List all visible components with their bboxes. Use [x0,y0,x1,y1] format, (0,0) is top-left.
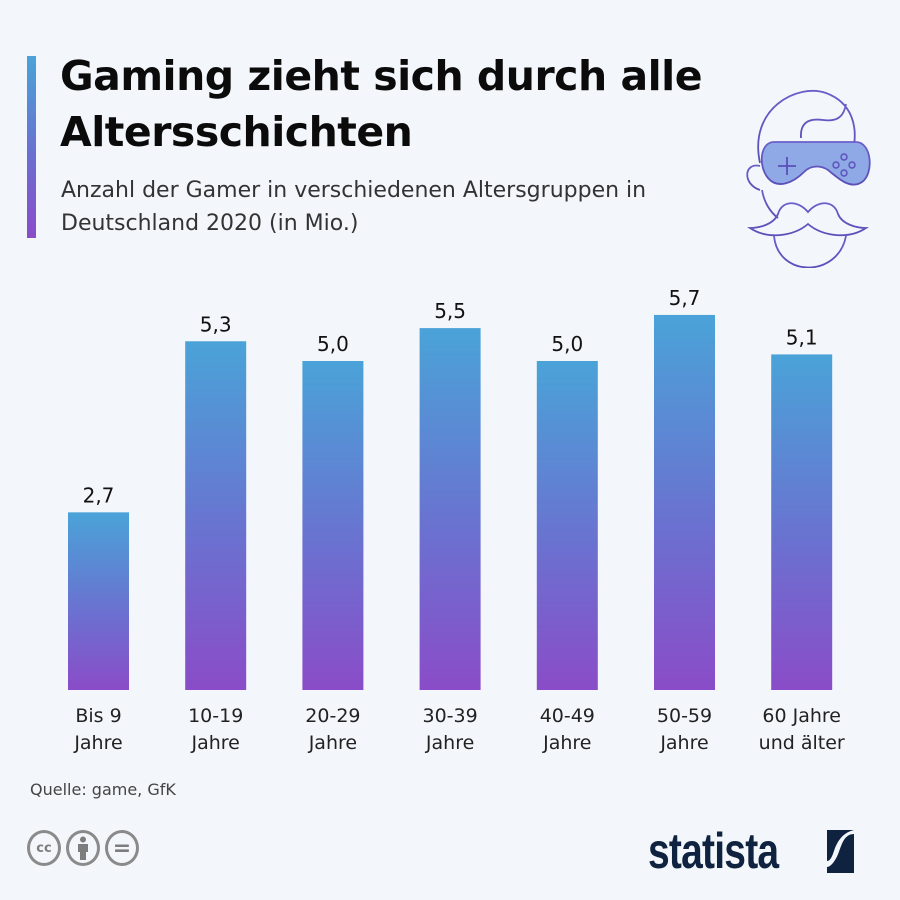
value-label: 5,0 [317,332,349,356]
value-label: 5,3 [200,312,232,336]
source-note: Quelle: game, GfK [30,780,176,799]
bars-group [68,314,833,690]
category-label: Jahre [425,732,474,754]
category-label: Jahre [659,732,708,754]
value-label: 5,0 [551,332,583,356]
category-labels-group: Bis 9 Jahre 10-19 Jahre 20-29 Jahre 30-39 Jahre… [73,705,845,754]
bar-30-39-jahre [419,328,481,690]
gamer-face-with-controller-goggles-icon [746,89,871,268]
category-label: und älter [759,732,845,754]
chart-title: Gaming zieht sich durch alle Altersschic… [60,52,703,156]
value-label: 2,7 [83,483,115,507]
category-label: 30-39 [422,705,477,727]
no-derivatives-icon[interactable]: = [105,830,139,866]
bar-50-59-jahre [654,314,715,690]
equals-glyph: = [112,835,132,861]
value-labels-group: 2,7 5,3 5,0 5,5 5,0 5,7 5,1 [83,286,818,507]
attribution-icon[interactable] [66,830,100,866]
category-label: Jahre [73,732,122,754]
value-label: 5,7 [669,286,701,310]
brand-name: statista [648,823,779,879]
bar-60-jahre-und-lter [771,354,833,690]
cc-icon-text: cc [36,840,52,856]
chart-subtitle: Anzahl der Gamer in verschiedenen Alters… [61,178,647,236]
license-icons: cc = [27,830,139,870]
statista-mark-icon [827,829,854,873]
bar-20-29-jahre [302,361,364,690]
title-accent-bar [27,56,36,238]
category-label: 40-49 [540,705,595,727]
category-label: Jahre [191,732,240,754]
bar-chart: 2,7 5,3 5,0 5,5 5,0 5,7 5,1 Bis 9 Jahre 10-19 Jah… [68,286,845,754]
person-glyph-icon [78,836,88,860]
value-label: 5,1 [786,325,818,349]
category-label: Bis 9 [75,705,121,727]
category-label: Jahre [542,732,591,754]
bar-bis-9-jahre [68,512,129,690]
category-label: Jahre [308,732,357,754]
statista-logo[interactable]: statista [648,823,854,879]
bar-10-19-jahre [185,341,247,690]
category-label: 10-19 [188,705,243,727]
value-label: 5,5 [434,299,466,323]
category-label: 50-59 [657,705,712,727]
category-label: 60 Jahre [762,705,841,727]
category-label: 20-29 [305,705,360,727]
bar-40-49-jahre [536,361,598,690]
cc-icon[interactable]: cc [27,830,61,866]
